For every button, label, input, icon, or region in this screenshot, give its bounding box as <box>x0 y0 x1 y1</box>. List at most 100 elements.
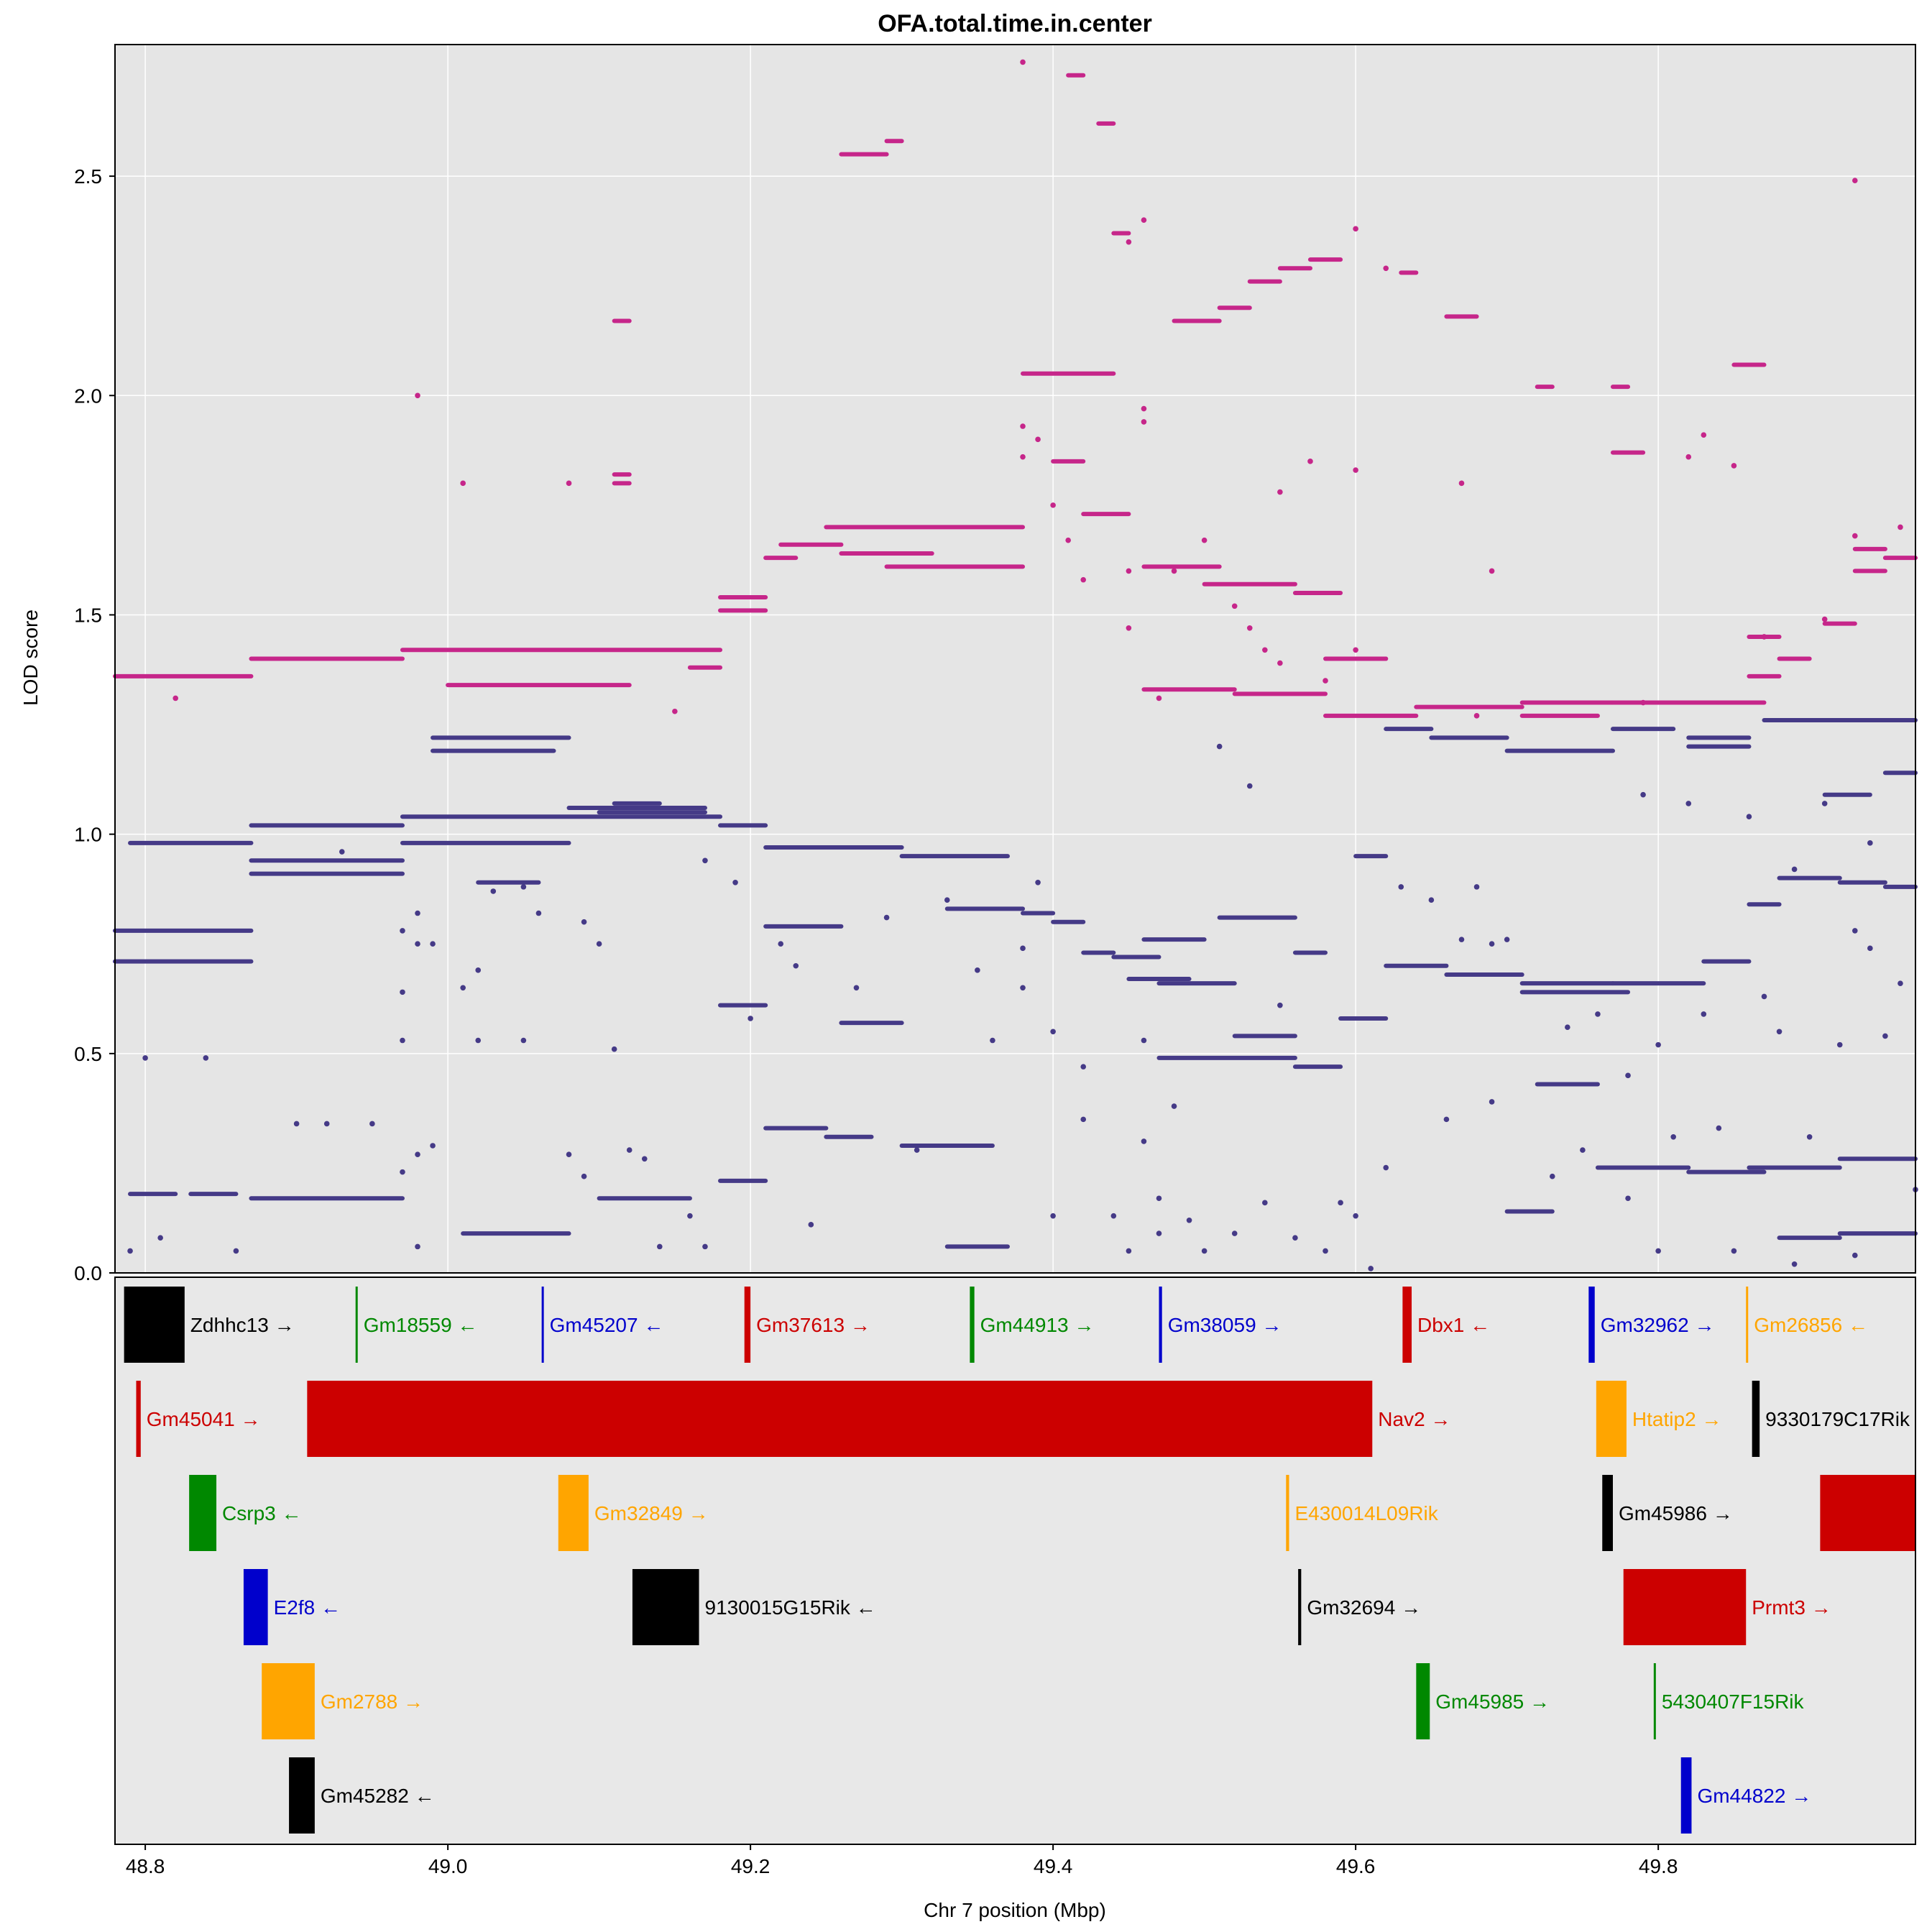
lod-point <box>475 1037 482 1044</box>
y-tick-label: 0.0 <box>74 1262 102 1284</box>
gene-box <box>1680 1757 1692 1834</box>
lod-point <box>1126 239 1132 245</box>
x-axis-label: Chr 7 position (Mbp) <box>924 1899 1106 1921</box>
lod-point <box>778 941 784 947</box>
lod-point <box>1216 743 1223 750</box>
gene-box <box>632 1569 699 1645</box>
lod-point <box>415 392 420 399</box>
lod-point <box>611 1046 617 1052</box>
gene-label: Gm45282 ← <box>321 1785 435 1807</box>
lod-point <box>1867 840 1873 846</box>
lod-point <box>702 857 708 864</box>
lod-point <box>1050 1213 1056 1219</box>
x-axis-ticks: 48.8 49.0 49.2 49.4 49.6 49.8 <box>126 1844 1678 1877</box>
lod-point <box>1580 1147 1586 1153</box>
lod-point <box>1640 791 1646 798</box>
lod-point <box>1020 59 1026 65</box>
lod-point <box>415 941 420 947</box>
lod-point <box>1353 467 1358 473</box>
lod-point <box>1171 568 1177 574</box>
lod-point <box>672 708 678 714</box>
gene-label: Gm44822 → <box>1697 1785 1811 1807</box>
lod-point <box>1821 801 1828 806</box>
gene-box <box>136 1381 141 1457</box>
lod-point <box>626 1147 632 1153</box>
lod-point <box>1898 524 1903 530</box>
lod-point <box>1398 884 1404 890</box>
lod-point <box>1020 454 1026 460</box>
lod-point <box>1126 1248 1132 1254</box>
lod-point <box>732 879 738 886</box>
gene-box <box>558 1475 589 1551</box>
gene-box <box>541 1287 544 1363</box>
x-tick-label: 48.8 <box>126 1855 165 1877</box>
gene-box <box>1286 1475 1289 1551</box>
lod-point <box>1322 1248 1328 1254</box>
gene-label: E430014L09Rik <box>1295 1502 1439 1524</box>
lod-point <box>1443 1116 1450 1123</box>
gene-box <box>1820 1475 1915 1551</box>
lod-point <box>641 1156 648 1162</box>
lod-point <box>1080 1116 1087 1123</box>
lod-point <box>944 897 950 903</box>
gene-box <box>289 1757 315 1834</box>
gene-label: Gm32849 → <box>594 1502 709 1524</box>
gene-label: Gm26856 ← <box>1754 1314 1868 1336</box>
gene-panel-border <box>114 1276 1916 1845</box>
gene-box <box>355 1287 358 1363</box>
gene-label: Gm45041 → <box>147 1408 261 1430</box>
lod-point <box>293 1121 300 1127</box>
lod-point <box>1640 699 1646 706</box>
lod-point <box>1701 1011 1707 1017</box>
lod-point <box>1867 945 1873 952</box>
lod-point <box>1716 1125 1722 1131</box>
lod-point <box>1292 1235 1298 1241</box>
lod-point <box>142 1055 148 1061</box>
lod-point <box>233 1248 239 1254</box>
lod-point <box>1141 1037 1147 1044</box>
gene-box <box>970 1287 975 1363</box>
lod-point <box>808 1222 814 1228</box>
series-purple <box>113 717 1918 1271</box>
lod-plot-panel: 0.0 0.5 1.0 1.5 2.0 2.5 <box>74 44 1918 1284</box>
gene-label: Gm32962 → <box>1601 1314 1715 1336</box>
gene-track-panel: Zdhhc13 → Gm18559 ← Gm45207 ← Gm37613 → Gm44… <box>114 1276 1916 1877</box>
gene-label: 9330179C17Rik <box>1765 1408 1910 1430</box>
lod-point <box>687 1213 693 1219</box>
lod-point <box>400 1169 405 1175</box>
lod-point <box>1791 1261 1798 1267</box>
gene-label: Gm18559 ← <box>364 1314 478 1336</box>
lod-point <box>1186 1217 1192 1223</box>
lod-point <box>1549 1173 1555 1179</box>
gene-label: Gm45986 → <box>1619 1502 1733 1524</box>
x-tick-label: 49.6 <box>1336 1855 1376 1877</box>
gene-box <box>1746 1287 1749 1363</box>
gene-box <box>1588 1287 1595 1363</box>
lod-point <box>415 1151 420 1158</box>
lod-point <box>1035 436 1041 443</box>
lod-point <box>1338 1200 1343 1206</box>
lod-point <box>1020 985 1026 991</box>
lod-point <box>490 888 497 894</box>
lod-point <box>369 1121 375 1127</box>
lod-point <box>1353 647 1358 653</box>
lod-point <box>1473 713 1480 719</box>
lod-point <box>1368 1266 1374 1271</box>
gene-box <box>1416 1663 1430 1739</box>
gene-label: Gm32694 → <box>1307 1596 1421 1619</box>
y-tick-label: 1.0 <box>74 824 102 846</box>
lod-point <box>1655 1041 1661 1048</box>
lod-point <box>1458 937 1465 942</box>
lod-point <box>1852 178 1858 184</box>
lod-point <box>400 989 405 995</box>
lod-point <box>1201 537 1208 543</box>
lod-point <box>1246 783 1253 789</box>
lod-point <box>1277 489 1283 495</box>
lod-point <box>1625 1072 1631 1079</box>
gene-box <box>124 1287 185 1363</box>
lod-point <box>1201 1248 1208 1254</box>
lod-point <box>400 1037 405 1044</box>
y-tick-label: 2.0 <box>74 385 102 407</box>
gene-label: Prmt3 → <box>1752 1596 1831 1619</box>
